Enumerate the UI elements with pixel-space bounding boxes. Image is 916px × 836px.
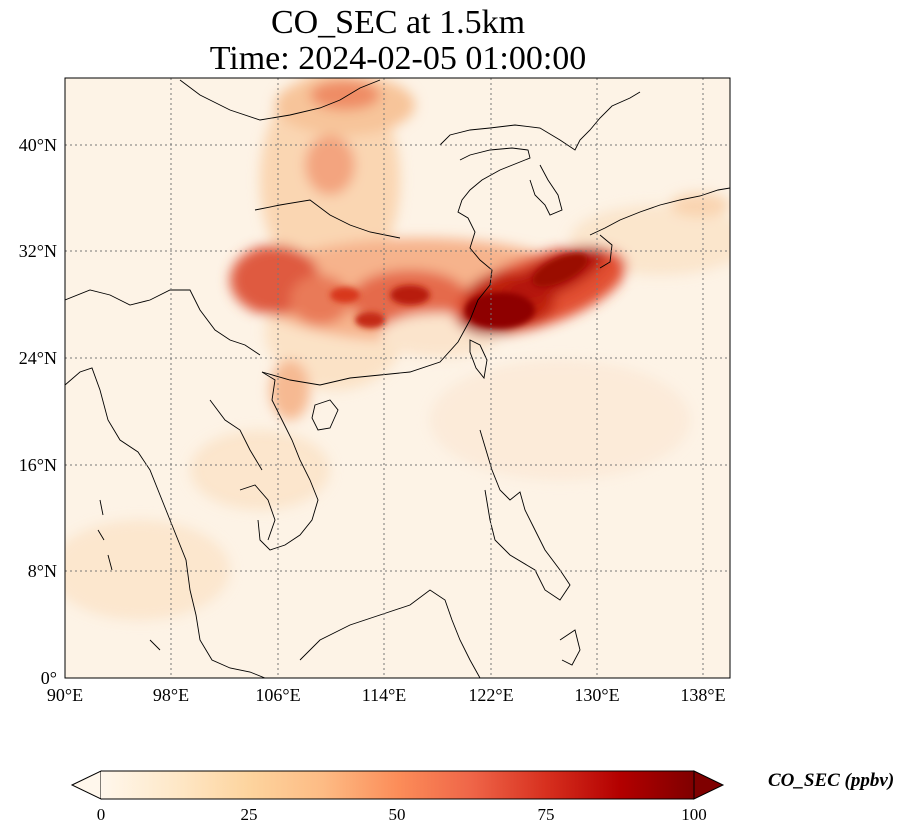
colorbar-tick-75: 75 bbox=[538, 805, 555, 824]
colorbar-tick-0: 0 bbox=[97, 805, 106, 824]
lon-label-98e: 98°E bbox=[153, 685, 189, 705]
longitude-labels: 90°E 98°E 106°E 114°E 122°E 130°E 138°E bbox=[47, 685, 726, 705]
lat-label-8n: 8°N bbox=[28, 561, 57, 581]
latitude-labels: 0° 8°N 16°N 24°N 32°N 40°N bbox=[19, 135, 57, 688]
colorbar-min-extend bbox=[70, 770, 102, 800]
coastlines bbox=[65, 79, 730, 678]
colorbar-tick-50: 50 bbox=[389, 805, 406, 824]
map-title-line-1: CO_SEC at 1.5km bbox=[270, 4, 526, 41]
colorbar-tick-100: 100 bbox=[681, 805, 707, 824]
co-hotspots bbox=[330, 253, 588, 328]
lon-label-114e: 114°E bbox=[362, 685, 407, 705]
lon-label-122e: 122°E bbox=[468, 685, 513, 705]
map-frame bbox=[64, 77, 731, 679]
lon-label-90e: 90°E bbox=[47, 685, 83, 705]
lon-label-130e: 130°E bbox=[574, 685, 619, 705]
gridlines bbox=[65, 78, 730, 678]
lat-label-16n: 16°N bbox=[19, 455, 57, 475]
colorbar-label: CO_SEC (ppbv) bbox=[768, 770, 895, 791]
lat-label-0: 0° bbox=[41, 668, 57, 688]
colorbar-gradient bbox=[101, 771, 694, 799]
colorbar-tick-25: 25 bbox=[241, 805, 258, 824]
lon-label-106e: 106°E bbox=[255, 685, 300, 705]
colorbar: 0 25 50 75 100 bbox=[70, 770, 725, 824]
lat-label-32n: 32°N bbox=[19, 241, 57, 261]
lat-label-40n: 40°N bbox=[19, 135, 57, 155]
map-plot-area bbox=[65, 78, 730, 678]
map-title-line-2: Time: 2024-02-05 01:00:00 bbox=[209, 40, 587, 77]
lat-label-24n: 24°N bbox=[19, 348, 57, 368]
lon-label-138e: 138°E bbox=[680, 685, 725, 705]
colorbar-max-extend bbox=[693, 770, 725, 800]
